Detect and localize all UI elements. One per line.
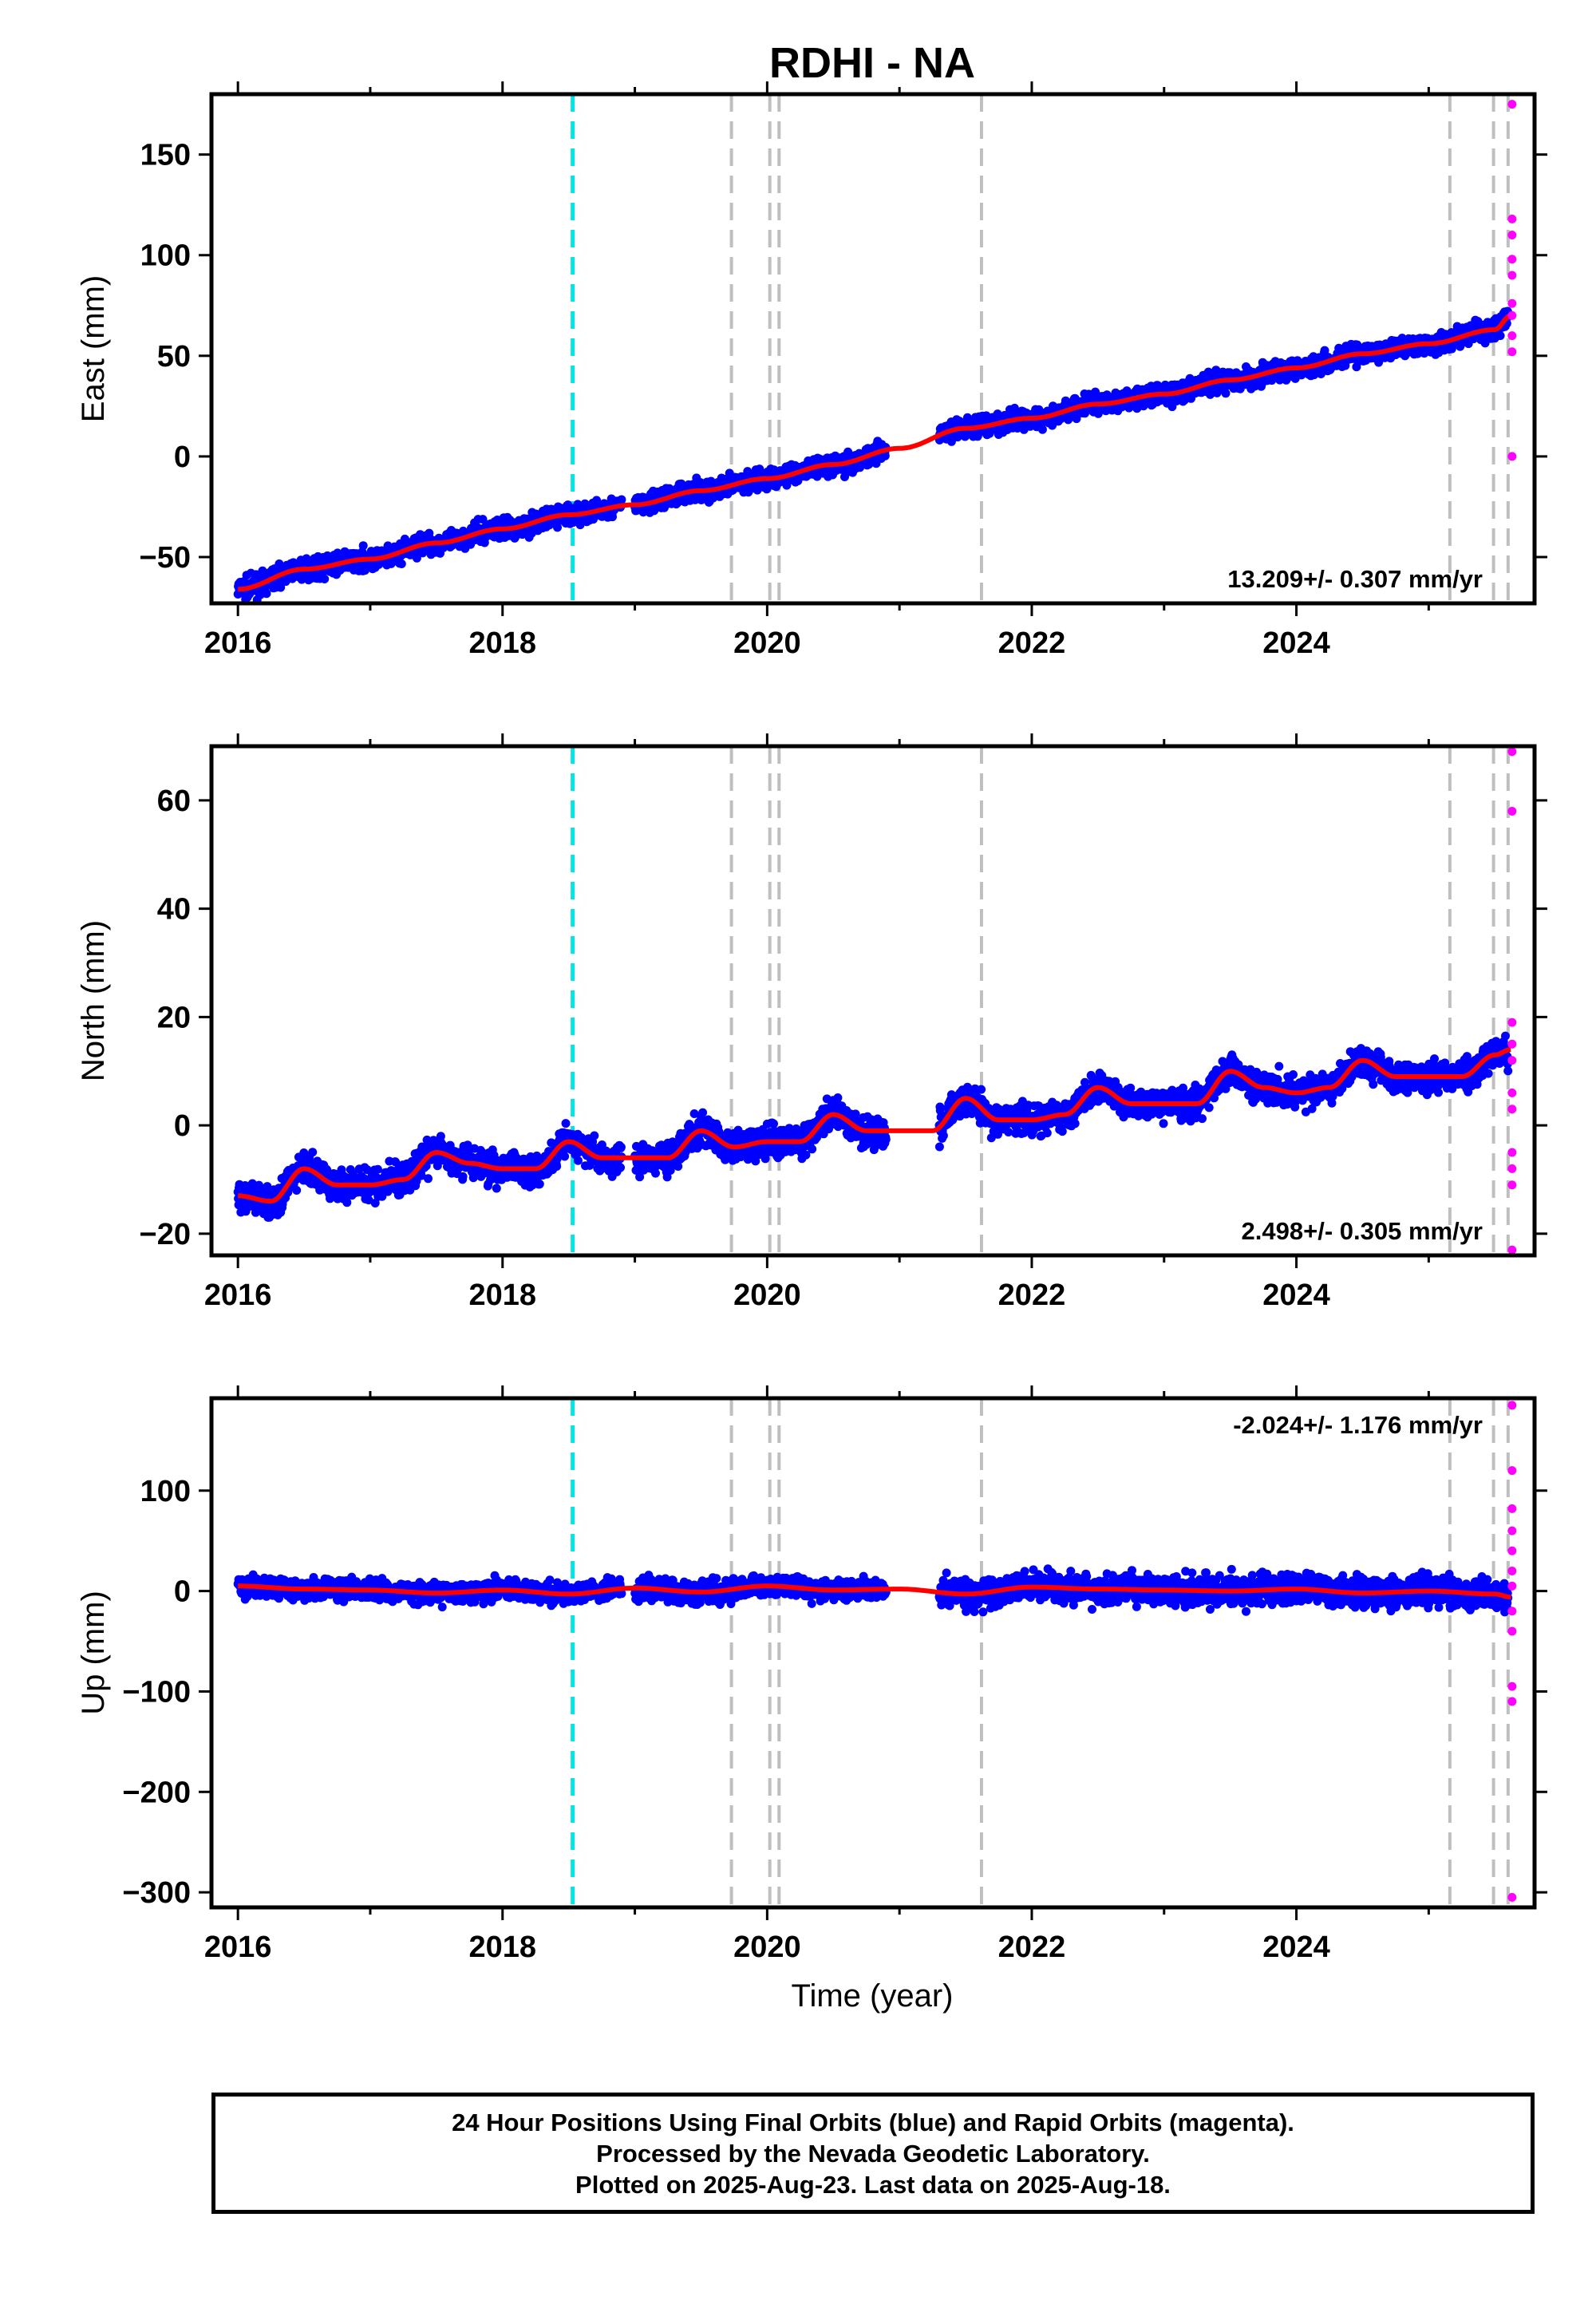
plot-area-east xyxy=(233,94,1517,603)
y-tick-label: 50 xyxy=(157,340,191,373)
final-orbit-point xyxy=(880,451,890,460)
final-orbit-point xyxy=(561,1119,571,1128)
final-orbit-point xyxy=(342,1198,352,1207)
final-orbit-point xyxy=(262,589,271,599)
final-orbit-point xyxy=(698,1108,708,1117)
final-orbit-point xyxy=(608,512,617,522)
final-orbit-point xyxy=(1495,331,1505,341)
final-orbit-point xyxy=(1221,389,1231,398)
final-orbit-point xyxy=(308,1148,318,1157)
final-orbit-point xyxy=(651,1168,660,1178)
rapid-orbit-point xyxy=(1507,331,1517,341)
final-orbit-point xyxy=(458,1172,468,1181)
final-orbit-point xyxy=(397,559,406,568)
x-tick-label: 2018 xyxy=(468,626,536,660)
final-orbit-point xyxy=(492,1184,501,1193)
final-orbit-point xyxy=(616,1163,625,1172)
y-tick-label: 0 xyxy=(174,441,191,474)
rapid-orbit-point xyxy=(1507,231,1517,240)
final-orbit-point xyxy=(424,1174,433,1184)
final-orbit-point xyxy=(553,523,562,532)
final-orbit-point xyxy=(617,495,626,504)
chart-panels: 2016 2018 2020 2022 2024 150 100 50 0 −50 East (mm… xyxy=(76,81,1547,1964)
final-orbit-point xyxy=(302,554,311,563)
final-orbit-point xyxy=(573,1156,583,1165)
final-orbit-point xyxy=(616,1142,626,1152)
x-tick-label: 2024 xyxy=(1262,626,1330,660)
plot-area-north xyxy=(233,746,1517,1255)
plot-title: RDHI - NA xyxy=(769,39,975,87)
final-orbit-point xyxy=(1037,425,1047,434)
y-tick-label: 100 xyxy=(140,239,191,273)
final-orbit-points-north xyxy=(233,1031,1513,1222)
y-tick-label: −50 xyxy=(140,541,191,575)
final-orbit-point xyxy=(808,1144,817,1154)
x-tick-label: 2016 xyxy=(204,626,272,660)
rapid-orbit-point xyxy=(1507,347,1517,357)
velocity-rate-label: 13.209+/- 0.307 mm/yr xyxy=(1227,565,1483,593)
rapid-orbit-point xyxy=(1507,452,1517,461)
final-orbit-point xyxy=(436,1132,445,1141)
rapid-orbit-point xyxy=(1507,310,1517,320)
rapid-orbit-point xyxy=(1507,214,1517,223)
rapid-orbit-point xyxy=(1507,298,1517,308)
rapid-orbit-point xyxy=(1507,100,1517,109)
final-orbit-point xyxy=(373,1164,382,1174)
y-tick-label: 150 xyxy=(140,139,191,172)
x-tick-label: 2020 xyxy=(733,626,801,660)
rapid-orbit-point xyxy=(1507,271,1517,280)
final-orbit-point xyxy=(320,575,330,583)
panel-east: 2016 2018 2020 2022 2024 150 100 50 0 −50 East (mm… xyxy=(76,81,1547,660)
rapid-orbit-point xyxy=(1507,255,1517,264)
final-orbit-point xyxy=(358,541,368,551)
final-orbit-point xyxy=(590,1131,599,1140)
final-orbit-point xyxy=(535,1180,544,1189)
x-tick-label: 2022 xyxy=(998,626,1066,660)
final-orbit-point xyxy=(292,1186,302,1195)
y-axis-title: East (mm) xyxy=(76,275,111,422)
